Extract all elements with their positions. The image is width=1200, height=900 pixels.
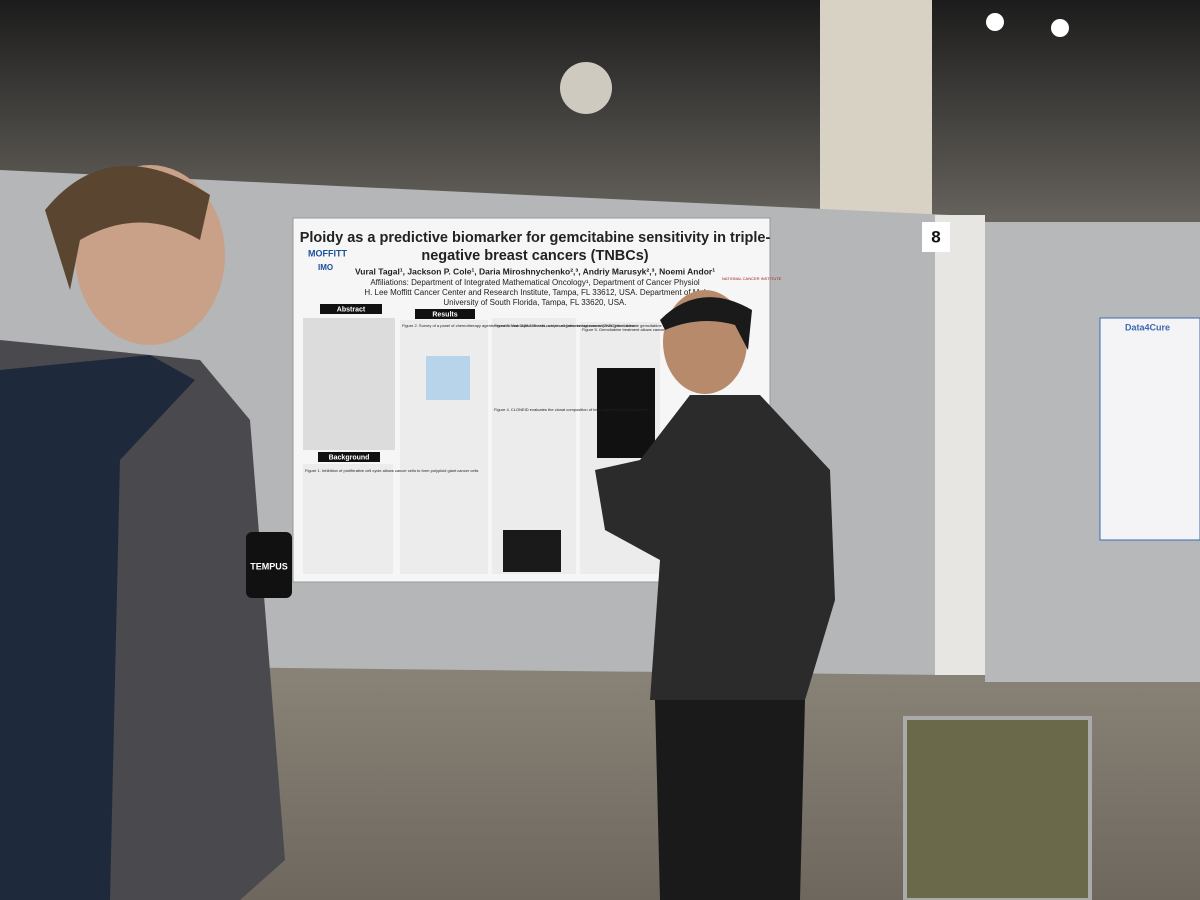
poster-title: Ploidy as a predictive biomarker for gem…	[300, 230, 771, 246]
chair	[903, 716, 1092, 900]
figure-image	[426, 356, 470, 400]
section-header-bg	[318, 452, 380, 462]
right-poster	[1099, 317, 1200, 541]
right-poster-logo: Data4Cure	[1125, 322, 1170, 332]
pillar	[820, 0, 932, 230]
poster-affiliation: University of South Florida, Tampa, FL 3…	[443, 298, 626, 307]
visitor-backpack	[0, 355, 195, 900]
visitor: TEMPUS	[0, 165, 292, 900]
ceiling-light	[1051, 19, 1069, 37]
figure-caption: Figure 2. Survey of a panel of chemother…	[402, 323, 697, 328]
air-vent	[560, 62, 612, 114]
presenter-sweater	[595, 395, 835, 700]
poster-affiliation: Affiliations: Department of Integrated M…	[370, 278, 700, 287]
figure-caption: Figure 3. Near-diploid breast cancer cel…	[494, 323, 636, 328]
section-header-bg	[415, 309, 475, 319]
logo: MOFFITT	[308, 248, 347, 258]
logo: IMO	[318, 263, 333, 272]
board-number-plate	[922, 222, 950, 252]
microscopy-image	[503, 530, 561, 572]
cup-label: TEMPUS	[250, 561, 288, 571]
figure-caption: Figure 4. CLONEID evaluates the clonal c…	[494, 407, 649, 412]
section-header: Background	[329, 454, 370, 461]
abstract-text-block	[303, 318, 395, 450]
section-header-bg	[320, 304, 382, 314]
figure-caption: Figure 5. Gemcitabine treatment allows c…	[582, 327, 730, 332]
section-header: Abstract	[337, 306, 366, 313]
figure-panel	[303, 464, 393, 574]
section-header: Results	[432, 311, 457, 318]
presenter-trousers	[655, 700, 805, 900]
poster-title: negative breast cancers (TNBCs)	[421, 248, 648, 264]
logo: NATIONAL CANCER INSTITUTE	[722, 276, 782, 281]
board-number: 8	[931, 227, 940, 246]
visitor-hair	[45, 165, 210, 290]
ceiling-light	[986, 13, 1004, 31]
poster-authors: Vural Tagal¹, Jackson P. Cole¹, Daria Mi…	[355, 266, 715, 276]
figure-caption: Figure 1. Inhibition of proliferative ce…	[305, 468, 478, 473]
board-post	[935, 215, 985, 675]
poster-affiliation: H. Lee Moffitt Cancer Center and Researc…	[364, 288, 706, 297]
presenter-hair	[660, 297, 752, 350]
presenter	[595, 290, 835, 900]
coffee-cup	[246, 532, 292, 598]
microscopy-image	[597, 368, 655, 458]
